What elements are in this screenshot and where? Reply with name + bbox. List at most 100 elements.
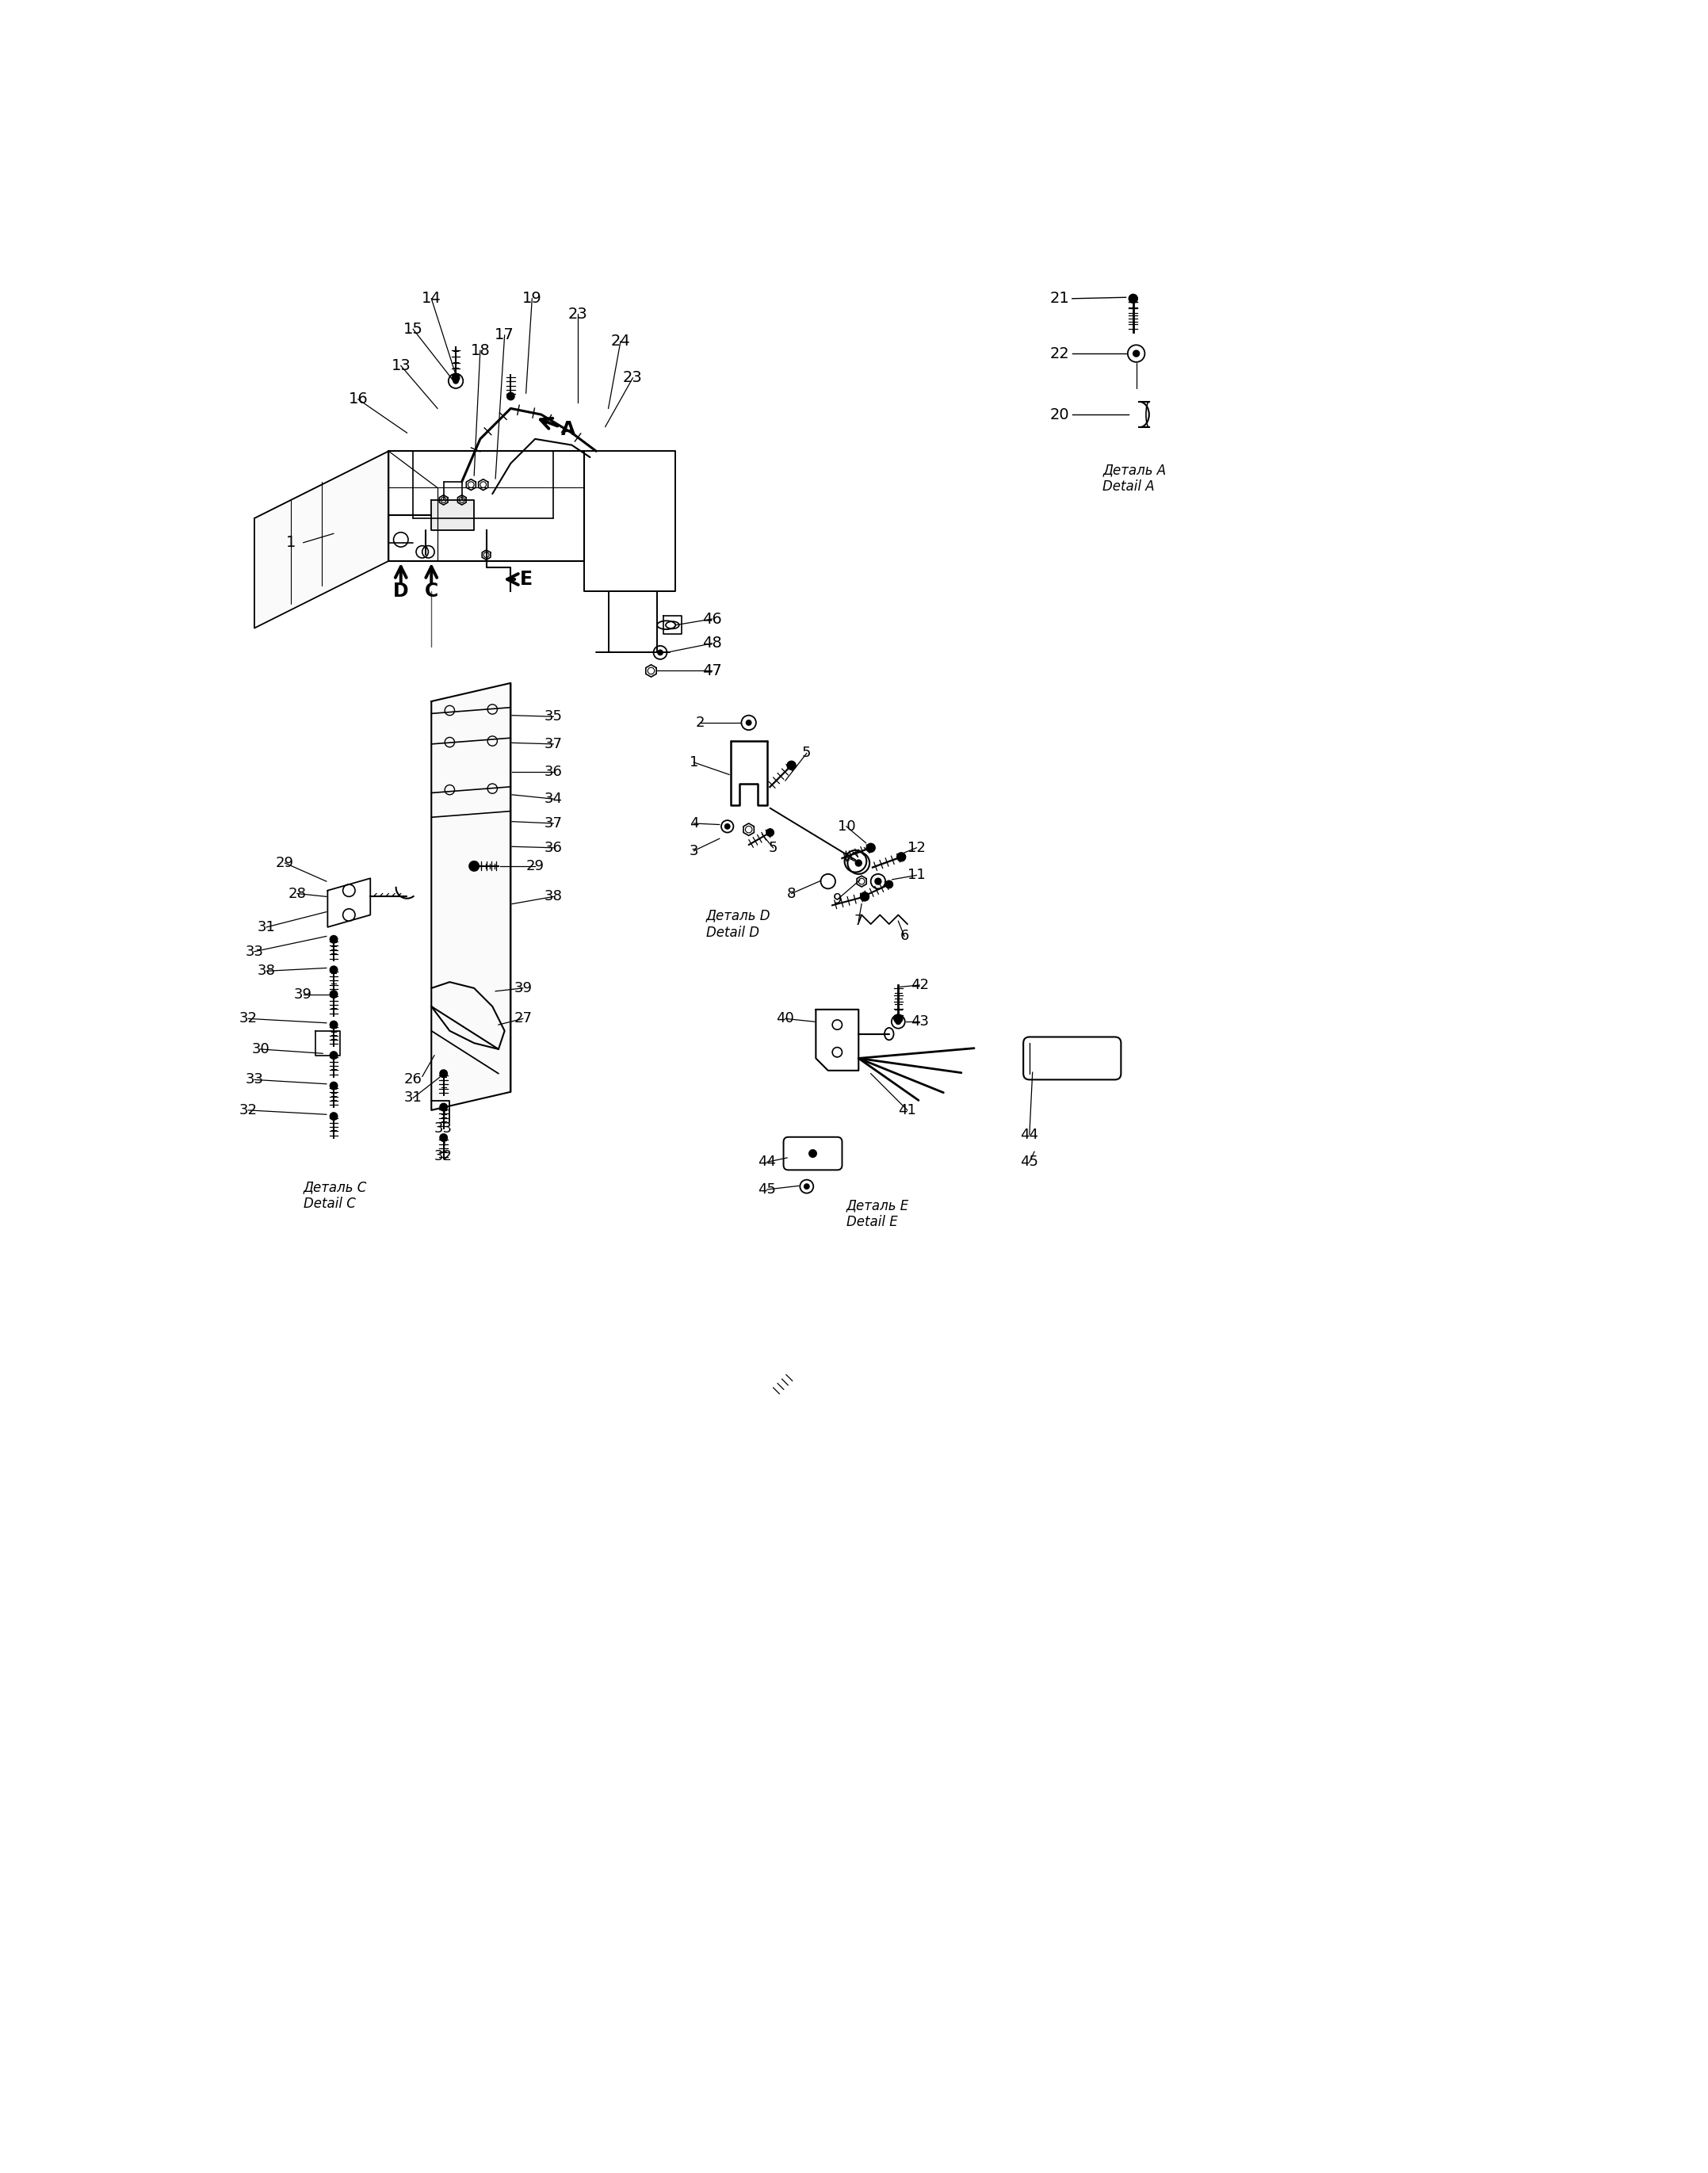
Circle shape [330,1052,338,1058]
Text: 45: 45 [1020,1154,1038,1169]
Text: 38: 38 [545,889,562,904]
Text: 6: 6 [900,930,909,943]
Text: 29: 29 [526,858,545,874]
Text: 32: 32 [239,1104,258,1117]
Text: 26: 26 [405,1073,422,1086]
Text: 47: 47 [702,663,722,678]
Polygon shape [432,682,511,1110]
Text: 23: 23 [569,306,588,322]
Circle shape [330,967,338,974]
Circle shape [897,852,905,861]
Text: 30: 30 [251,1043,270,1056]
Circle shape [1129,293,1138,302]
Text: 33: 33 [246,945,263,958]
Text: 8: 8 [787,887,796,900]
FancyBboxPatch shape [784,1136,842,1169]
Circle shape [804,1184,810,1189]
Text: 32: 32 [239,1010,258,1026]
Text: 28: 28 [289,887,306,900]
Text: 22: 22 [1050,346,1069,361]
Text: 5: 5 [803,745,811,761]
Circle shape [453,374,459,382]
Circle shape [856,861,861,867]
Circle shape [787,761,796,769]
Text: Деталь С
Detail C: Деталь С Detail C [304,1180,367,1210]
Text: 41: 41 [898,1104,917,1117]
Text: 44: 44 [758,1154,775,1169]
Text: 39: 39 [294,987,313,1002]
Text: 10: 10 [837,819,856,834]
Text: 13: 13 [391,359,410,374]
Circle shape [453,378,458,382]
Circle shape [330,937,338,943]
Text: Деталь Е
Detail E: Деталь Е Detail E [847,1199,909,1230]
Text: 31: 31 [405,1091,422,1106]
Circle shape [441,1104,447,1110]
Text: 31: 31 [258,919,275,934]
Text: 20: 20 [1050,406,1069,422]
Text: 42: 42 [910,978,929,993]
Circle shape [330,1113,338,1119]
Text: 29: 29 [275,856,294,869]
FancyBboxPatch shape [1023,1037,1120,1080]
Circle shape [861,893,869,902]
Text: t: t [844,850,849,865]
Text: 40: 40 [777,1010,794,1026]
Text: 1: 1 [690,756,699,769]
Circle shape [441,1134,447,1141]
Text: 2: 2 [695,715,704,730]
Text: 34: 34 [545,791,562,806]
Text: 45: 45 [758,1182,775,1197]
Text: D: D [393,582,408,602]
Text: E: E [519,569,533,589]
Text: Деталь А
Detail A: Деталь А Detail A [1103,463,1167,493]
Circle shape [885,880,893,889]
Circle shape [810,1150,816,1158]
Text: 1: 1 [287,535,295,550]
Text: 7: 7 [854,915,863,928]
Polygon shape [432,500,475,530]
Circle shape [470,861,478,871]
Text: Деталь D
Detail D: Деталь D Detail D [705,908,770,939]
Text: 35: 35 [545,708,562,724]
Text: 4: 4 [690,817,699,830]
Text: 32: 32 [434,1150,453,1163]
Circle shape [724,824,729,828]
Circle shape [866,843,874,852]
Text: 43: 43 [910,1015,929,1028]
Text: 21: 21 [1050,291,1069,306]
Circle shape [895,1019,900,1023]
Text: 36: 36 [545,841,562,854]
Text: 38: 38 [258,965,275,978]
Text: C: C [425,582,439,602]
Text: 3: 3 [690,843,699,858]
Text: 44: 44 [1020,1128,1038,1141]
Text: A: A [562,419,576,439]
Text: 12: 12 [907,841,926,854]
Text: 9: 9 [832,893,842,906]
Text: 48: 48 [702,637,722,652]
Text: 37: 37 [545,737,562,752]
Circle shape [746,719,752,726]
Text: 37: 37 [545,817,562,830]
Circle shape [330,1082,338,1089]
Text: 15: 15 [403,322,424,337]
Text: 27: 27 [514,1010,531,1026]
Text: 36: 36 [545,765,562,778]
Text: 33: 33 [246,1073,263,1086]
Text: 23: 23 [623,369,642,385]
Text: 46: 46 [702,611,722,626]
Circle shape [767,828,774,837]
Text: 14: 14 [422,291,441,306]
Text: 11: 11 [907,869,926,882]
Circle shape [330,1021,338,1028]
Text: 19: 19 [523,291,541,306]
Text: 33: 33 [434,1121,453,1136]
Polygon shape [254,452,389,628]
Circle shape [330,991,338,997]
Circle shape [441,1069,447,1078]
Text: 5: 5 [769,841,777,854]
Text: 17: 17 [495,328,514,343]
Circle shape [507,393,514,400]
Circle shape [1132,350,1139,356]
